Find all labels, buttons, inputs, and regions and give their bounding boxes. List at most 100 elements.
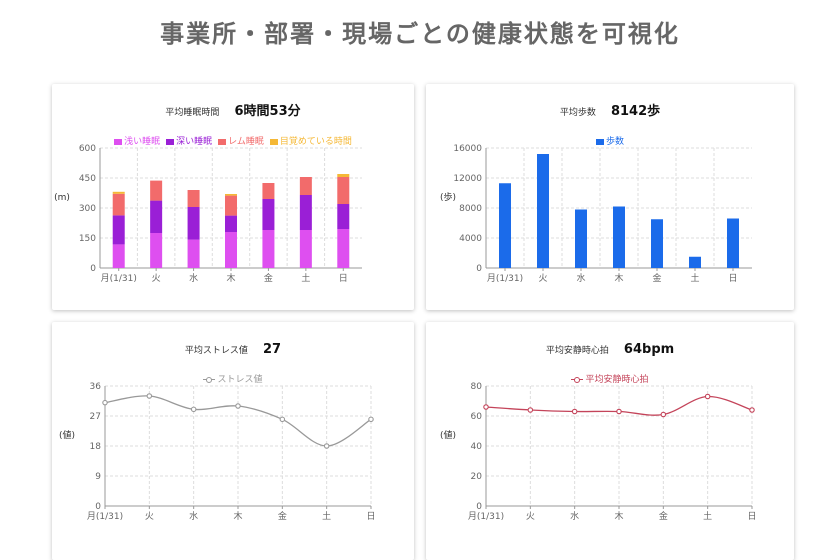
steps-chart-legend[interactable]: 歩数	[426, 134, 794, 147]
x-tick-label: 火	[152, 273, 161, 284]
y-tick-label: 150	[79, 234, 96, 244]
data-point	[616, 408, 622, 415]
heart-rate-chart-legend[interactable]: 平均安静時心拍	[426, 372, 794, 385]
legend-item[interactable]: レム睡眠	[218, 134, 264, 147]
sleep-chart: 0 150 300 450 600 (m) 月(1/31) 火 水 木 金 土 日	[54, 144, 362, 284]
stress-chart-legend[interactable]: ストレス値	[52, 372, 414, 385]
data-point	[483, 404, 489, 410]
stress-card-label: 平均ストレス値	[184, 346, 248, 356]
bar-浅い睡眠	[187, 239, 200, 268]
bar-レム睡眠	[262, 183, 275, 199]
bar-レム睡眠	[225, 195, 237, 216]
bar-歩数	[689, 256, 701, 268]
y-tick-label: 60	[471, 412, 483, 422]
x-tick-label: 木	[226, 272, 235, 284]
y-tick-label: 12000	[453, 174, 482, 184]
data-point	[323, 443, 330, 449]
page-headline: 事業所・部署・現場ごとの健康状態を可視化	[160, 20, 680, 48]
bar-目覚めている時間	[112, 191, 125, 194]
legend-swatch	[269, 138, 278, 145]
heart-rate-chart: 0 20 40 60 80 (値) 月(1/31) 火 水 木 金 土 日	[440, 382, 757, 522]
bar-歩数	[651, 219, 663, 268]
x-tick-label: 水	[570, 510, 579, 522]
data-point	[749, 407, 755, 413]
sleep-card-value: 6時間53分	[234, 104, 301, 119]
bar-深い睡眠	[187, 207, 200, 240]
bar-歩数	[499, 183, 511, 268]
x-tick-label: 水	[189, 510, 198, 522]
y-axis-label: (歩)	[440, 191, 456, 203]
legend-label: 平均安静時心拍	[585, 375, 649, 385]
heart-rate-card-value: 64bpm	[623, 342, 675, 357]
legend-label: 深い睡眠	[176, 137, 213, 147]
bar-浅い睡眠	[262, 230, 275, 268]
x-tick-label: 水	[576, 272, 585, 284]
y-tick-label: 450	[79, 174, 96, 184]
bar-歩数	[613, 206, 625, 268]
data-point	[527, 407, 534, 413]
legend-item[interactable]: 深い睡眠	[166, 134, 212, 147]
y-tick-label: 0	[95, 502, 101, 512]
stress-chart: 0 9 18 27 36 (値) 月(1/31) 火 水 木 金 土 日	[59, 382, 376, 522]
y-tick-label: 600	[79, 144, 96, 154]
x-tick-label: 木	[614, 510, 623, 522]
x-tick-label: 水	[189, 272, 198, 284]
y-tick-label: 80	[471, 382, 483, 392]
heart-rate-card-label: 平均安静時心拍	[545, 346, 609, 356]
bar-浅い睡眠	[150, 233, 163, 268]
x-tick-label: 日	[747, 511, 756, 522]
x-tick-label: 日	[728, 273, 737, 284]
bar-歩数	[537, 154, 549, 268]
bar-深い睡眠	[262, 199, 275, 230]
y-tick-label: 18	[90, 442, 102, 452]
x-tick-label: 金	[264, 272, 273, 284]
sleep-chart-legend[interactable]: 浅い睡眠 深い睡眠 レム睡眠 目覚めている時間	[52, 134, 414, 147]
data-point	[102, 399, 108, 406]
y-tick-label: 40	[471, 442, 483, 452]
sleep-card: 平均睡眠時間 6時間53分 浅い睡眠 深い睡眠 レム睡眠 目覚めている時間 0 150 3…	[52, 84, 414, 310]
legend-label: 浅い睡眠	[124, 137, 161, 147]
legend-item[interactable]: 目覚めている時間	[269, 134, 352, 147]
x-tick-label: 火	[538, 273, 547, 284]
steps-card: 平均歩数 8142歩 歩数 0 4000 8000 12000 16000 (歩) 月(1/…	[426, 84, 794, 310]
y-tick-label: 0	[476, 502, 482, 512]
legend-item[interactable]: ストレス値	[203, 372, 263, 385]
data-point	[571, 408, 578, 415]
legend-swatch	[571, 376, 584, 383]
legend-item[interactable]: 平均安静時心拍	[571, 372, 649, 385]
x-tick-label: 月(1/31)	[87, 511, 123, 522]
x-tick-label: 木	[614, 272, 623, 284]
stress-card-title: 平均ストレス値 27	[52, 338, 414, 357]
x-tick-label: 日	[366, 511, 375, 522]
y-tick-label: 0	[90, 264, 96, 274]
bar-レム睡眠	[150, 180, 163, 201]
bar-深い睡眠	[299, 195, 312, 230]
legend-label: 目覚めている時間	[279, 137, 352, 147]
y-tick-label: 27	[90, 412, 101, 422]
bar-歩数	[727, 218, 739, 268]
x-tick-label: 土	[301, 272, 310, 284]
heart-rate-card-title: 平均安静時心拍 64bpm	[426, 338, 794, 357]
data-point	[660, 411, 667, 418]
steps-chart: 0 4000 8000 12000 16000 (歩) 月(1/31) 火 水 木 金 土 日	[440, 144, 752, 284]
bar-深い睡眠	[225, 215, 237, 232]
x-tick-label: 火	[526, 511, 535, 522]
stress-card: 平均ストレス値 27 ストレス値 0 9 18 27 36 (値) 月(1/31) 火 水 木 金 土…	[52, 322, 414, 560]
bar-レム睡眠	[187, 190, 200, 207]
steps-card-title: 平均歩数 8142歩	[426, 100, 794, 119]
legend-item[interactable]: 浅い睡眠	[114, 134, 160, 147]
x-tick-label: 木	[233, 510, 242, 522]
x-tick-label: 月(1/31)	[468, 511, 504, 522]
x-tick-label: 金	[659, 510, 668, 522]
legend-label: レム睡眠	[228, 137, 264, 147]
sleep-card-title: 平均睡眠時間 6時間53分	[52, 100, 414, 119]
data-point	[190, 406, 197, 413]
legend-swatch	[218, 138, 227, 145]
heart-rate-card: 平均安静時心拍 64bpm 平均安静時心拍 0 20 40 60 80 (値) 月(1/31…	[426, 322, 794, 560]
legend-swatch	[203, 376, 216, 383]
data-point	[146, 393, 153, 399]
y-tick-label: 16000	[453, 144, 482, 154]
stress-card-value: 27	[263, 342, 282, 357]
legend-item[interactable]: 歩数	[595, 134, 624, 147]
x-tick-label: 金	[278, 510, 287, 522]
